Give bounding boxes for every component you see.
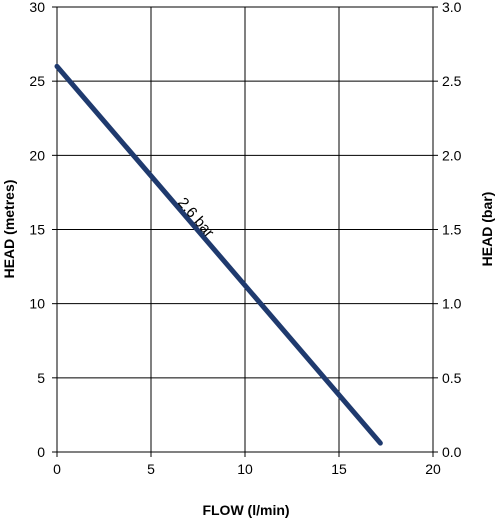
y2-tick-label: 3.0 xyxy=(442,0,462,15)
y2-tick-label: 1.0 xyxy=(442,296,462,312)
series-line xyxy=(54,63,383,446)
y-tick-label: 10 xyxy=(29,296,45,312)
y-tick-label: 0 xyxy=(37,444,45,460)
x-tick-label: 5 xyxy=(147,461,155,477)
y-tick-label: 25 xyxy=(29,73,45,89)
y-axis-right-ticks: 0.0 0.5 1.0 1.5 2.0 2.5 3.0 xyxy=(433,0,462,460)
x-axis-ticks: 0 5 10 15 20 xyxy=(53,452,441,477)
y2-tick-label: 2.5 xyxy=(442,73,462,89)
y-tick-label: 20 xyxy=(29,147,45,163)
y2-tick-label: 0.0 xyxy=(442,444,462,460)
annotation-label: 2.6 bar xyxy=(174,194,217,241)
annotation-layer: 2.6 bar xyxy=(174,194,217,241)
series-layer xyxy=(54,63,383,446)
y2-tick-label: 2.0 xyxy=(442,147,462,163)
x-tick-label: 10 xyxy=(237,461,253,477)
y-axis-left-title: HEAD (metres) xyxy=(1,180,17,279)
y2-tick-label: 1.5 xyxy=(442,222,462,238)
y-tick-label: 30 xyxy=(29,0,45,15)
x-tick-label: 20 xyxy=(425,461,441,477)
y2-tick-label: 0.5 xyxy=(442,370,462,386)
y-axis-left-ticks: 0 5 10 15 20 25 30 xyxy=(29,0,57,460)
y-axis-right-title: HEAD (bar) xyxy=(479,192,495,267)
y-tick-label: 15 xyxy=(29,222,45,238)
x-tick-label: 0 xyxy=(53,461,61,477)
y-tick-label: 5 xyxy=(37,370,45,386)
x-tick-label: 15 xyxy=(331,461,347,477)
x-axis-title: FLOW (l/min) xyxy=(202,502,289,518)
grid-lines xyxy=(56,6,434,453)
